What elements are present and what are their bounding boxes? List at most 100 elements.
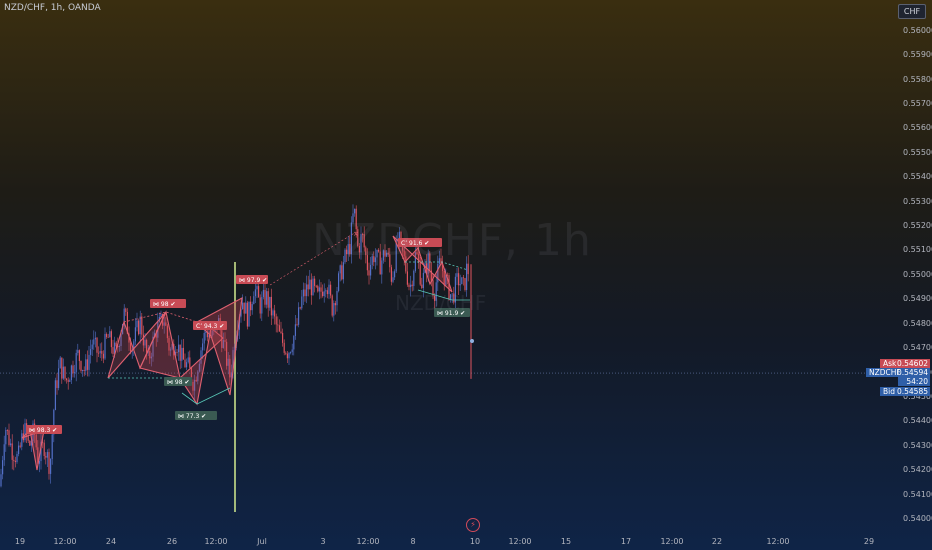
bolt-icon[interactable]: ⚡ — [466, 518, 480, 532]
candle-body — [10, 443, 12, 446]
pattern-label[interactable]: ⋈ 98.3 ✔ — [26, 425, 62, 434]
candle-body — [298, 307, 300, 325]
price-tag-bg — [880, 359, 930, 368]
currency-button[interactable]: CHF — [898, 4, 926, 19]
candle-body — [128, 333, 130, 343]
pattern-label[interactable]: C’ 91.6 ✔ — [398, 238, 442, 247]
symbol-tag: NZDCHF — [869, 368, 901, 377]
candle-body — [413, 270, 415, 287]
candle-body — [414, 252, 416, 271]
candle-body — [243, 302, 245, 314]
candle-body — [330, 284, 332, 296]
candle-body — [443, 271, 445, 285]
candle-body — [288, 352, 290, 359]
candle-body — [264, 289, 266, 305]
candle-body — [139, 316, 141, 335]
pattern-label-text: C’ 91.6 ✔ — [401, 240, 429, 247]
candle-body — [29, 440, 31, 446]
pattern-label-bg — [398, 238, 442, 247]
pattern-label[interactable]: C’ 94.3 ✔ — [193, 321, 227, 330]
candle-body — [226, 341, 228, 366]
pattern-point-marker: × — [353, 230, 359, 238]
candle-body — [35, 434, 37, 448]
candle-body — [302, 289, 304, 297]
candle-body — [0, 474, 2, 487]
candle-body — [430, 270, 432, 281]
candle-body — [374, 257, 376, 263]
candle-body — [166, 325, 168, 339]
pattern-label[interactable]: ⋈ 77.3 ✔ — [175, 411, 217, 420]
candle-body — [290, 352, 292, 353]
candle-body — [368, 270, 370, 276]
candle-body — [43, 442, 45, 456]
candle-body — [355, 208, 357, 230]
pattern-label[interactable]: ⋈ 97.9 ✔ — [236, 275, 268, 284]
candle-body — [366, 255, 368, 271]
candle-body — [171, 344, 173, 350]
candle-body — [382, 250, 384, 261]
candle-body — [440, 258, 442, 265]
pattern-leg — [405, 261, 469, 271]
candle-body — [248, 301, 250, 327]
candle-body — [184, 359, 186, 368]
candle-body — [149, 350, 151, 359]
x-tick-label: 12:00 — [766, 537, 789, 546]
candle-body — [72, 365, 74, 374]
candle-body — [45, 455, 47, 458]
candle-body — [82, 370, 84, 371]
candle-body — [88, 354, 90, 370]
candle-body — [234, 348, 236, 351]
candle-body — [197, 371, 199, 382]
candle-body — [296, 324, 298, 326]
candle-body — [435, 282, 437, 301]
price-tag-bg — [866, 368, 930, 377]
candle-body — [387, 252, 389, 255]
candle-body — [400, 231, 402, 240]
candle-body — [48, 452, 50, 474]
symbol-watermark: NZDCHF, 1h — [312, 215, 592, 266]
candle-body — [163, 322, 165, 326]
candle-body — [323, 291, 325, 297]
symbol-header: NZD/CHF, 1h, OANDA — [4, 3, 101, 13]
candle-body — [434, 295, 436, 301]
candle-body — [56, 380, 58, 388]
candle-body — [379, 251, 381, 275]
candle-body — [456, 273, 458, 277]
candle-body — [51, 434, 53, 459]
pattern-label-bg — [150, 299, 186, 308]
pattern-label-bg — [236, 275, 268, 284]
candle-body — [282, 332, 284, 343]
candle-body — [266, 291, 268, 305]
pattern-label[interactable]: ⋈ 98 ✔ — [164, 377, 192, 386]
candle-body — [403, 250, 405, 257]
candle-body — [85, 359, 87, 371]
candle-body — [90, 349, 92, 355]
candle-body — [6, 430, 8, 431]
candle-body — [398, 231, 400, 240]
candle-body — [466, 263, 468, 291]
pattern-label[interactable]: ⋈ 98 ✔ — [150, 299, 186, 308]
candle-body — [211, 330, 213, 336]
candle-body — [96, 337, 98, 353]
candle-body — [74, 372, 76, 374]
candle-body — [291, 349, 293, 353]
candle-body — [262, 289, 264, 298]
candle-body — [269, 296, 271, 308]
candle-body — [357, 229, 359, 246]
candle-body — [258, 286, 260, 298]
pattern-label[interactable]: ⋈ 91.9 ✔ — [434, 308, 470, 317]
pattern-leg — [181, 387, 231, 405]
candle-body — [344, 249, 346, 263]
candle-body — [358, 245, 360, 253]
x-tick-label: 12:00 — [356, 537, 379, 546]
candle-body — [170, 349, 172, 351]
